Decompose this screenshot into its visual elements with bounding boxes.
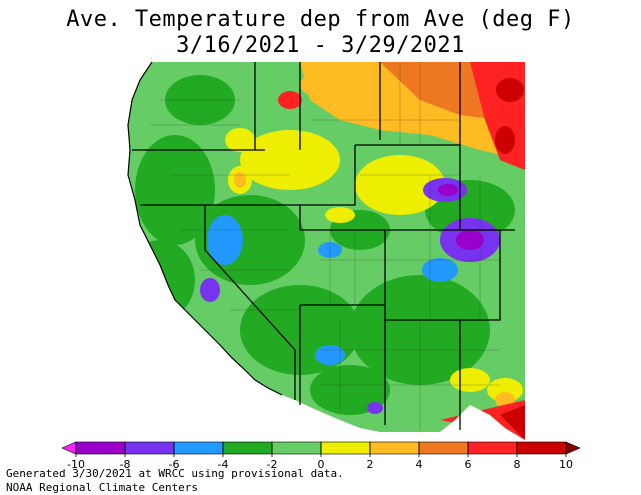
colorbar-tick-label: 8 [514, 458, 521, 471]
colorbar-bin [320, 441, 371, 455]
colorbar-bin [75, 441, 126, 455]
colorbar-bin [61, 441, 77, 455]
colorbar-bin [124, 441, 175, 455]
colorbar-bin [467, 441, 518, 455]
map-title: Ave. Temperature dep from Ave (deg F) [66, 7, 575, 32]
colorbar-tick-label: -10 [67, 458, 85, 471]
pacific-coastline [127, 61, 283, 396]
colorbar-bin [271, 441, 322, 455]
colorbar-tick-label: -8 [120, 458, 131, 471]
map-date-range: 3/16/2021 - 3/29/2021 [176, 33, 465, 58]
colorbar-tick-label: 10 [559, 458, 573, 471]
colorbar-tick-label: 0 [318, 458, 325, 471]
colorbar-tick-label: 4 [416, 458, 423, 471]
colorbar-bin [222, 441, 273, 455]
cold-anomaly-patches [200, 178, 500, 414]
colorbar-tick-label: -4 [218, 458, 229, 471]
colorbar-bin [369, 441, 420, 455]
colorbar-bin [173, 441, 224, 455]
colorbar-bin [418, 441, 469, 455]
colorbar-tick-label: 6 [465, 458, 472, 471]
generated-note: Generated 3/30/2021 at WRCC using provis… [6, 467, 344, 480]
colorbar-bin [516, 441, 567, 455]
colorbar-tick-label: -6 [169, 458, 180, 471]
county-boundaries [150, 62, 500, 430]
state-boundaries [132, 62, 515, 430]
colorbar-tick-label: 2 [367, 458, 374, 471]
source-note: NOAA Regional Climate Centers [6, 481, 199, 494]
colorbar-bin [565, 441, 581, 455]
colorbar-tick-label: -2 [267, 458, 278, 471]
